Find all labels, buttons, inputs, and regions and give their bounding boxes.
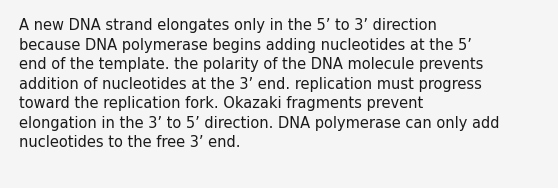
Text: A new DNA strand elongates only in the 5’ to 3’ direction
because DNA polymerase: A new DNA strand elongates only in the 5… xyxy=(20,18,500,150)
